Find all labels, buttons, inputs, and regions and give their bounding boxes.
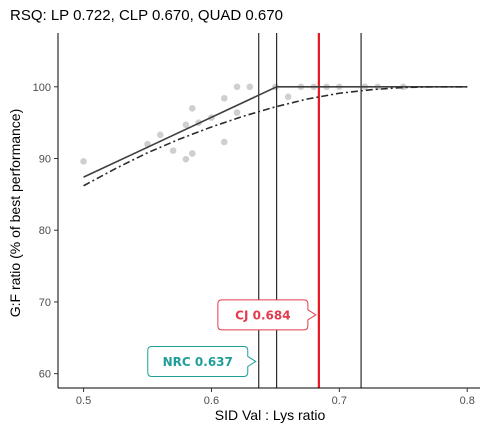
data-point xyxy=(182,155,190,163)
callout-label: NRC 0.637 xyxy=(163,355,233,369)
data-point xyxy=(220,94,228,102)
broken-line-fit xyxy=(83,85,468,178)
y-tick-label: 80 xyxy=(39,225,51,237)
data-point xyxy=(188,150,196,157)
data-point xyxy=(233,83,241,91)
data-point xyxy=(284,93,292,101)
x-tick-label: 0.7 xyxy=(332,395,347,407)
callout-box xyxy=(147,345,257,377)
callout-box xyxy=(217,299,317,331)
x-axis-title: SID Val : Lys ratio xyxy=(215,407,326,423)
data-point xyxy=(169,147,177,154)
data-points xyxy=(80,83,407,165)
y-tick-label: 70 xyxy=(39,297,51,309)
callout-label: CJ 0.684 xyxy=(235,308,290,322)
data-point xyxy=(233,109,241,116)
y-tick-label: 90 xyxy=(39,154,51,166)
x-tick-label: 0.5 xyxy=(76,395,91,407)
data-point xyxy=(157,131,164,139)
axes: 0.5 0.6 0.7 0.8 60 70 80 90 100 xyxy=(33,33,480,407)
chart-title: RSQ: LP 0.722, CLP 0.670, QUAD 0.670 xyxy=(10,7,283,24)
y-axis-title: G:F ratio (% of best performance) xyxy=(7,109,23,318)
y-tick-label: 100 xyxy=(33,82,51,94)
annotations: CJ 0.684 NRC 0.637 xyxy=(147,299,317,377)
data-point xyxy=(220,138,228,146)
data-point xyxy=(182,121,190,129)
y-tick-label: 60 xyxy=(39,369,51,381)
x-tick-label: 0.6 xyxy=(204,395,219,407)
x-tick-label: 0.8 xyxy=(460,395,475,407)
data-point xyxy=(246,83,254,91)
quadratic-fit xyxy=(83,85,468,187)
data-point xyxy=(80,158,87,165)
data-point xyxy=(188,105,196,112)
